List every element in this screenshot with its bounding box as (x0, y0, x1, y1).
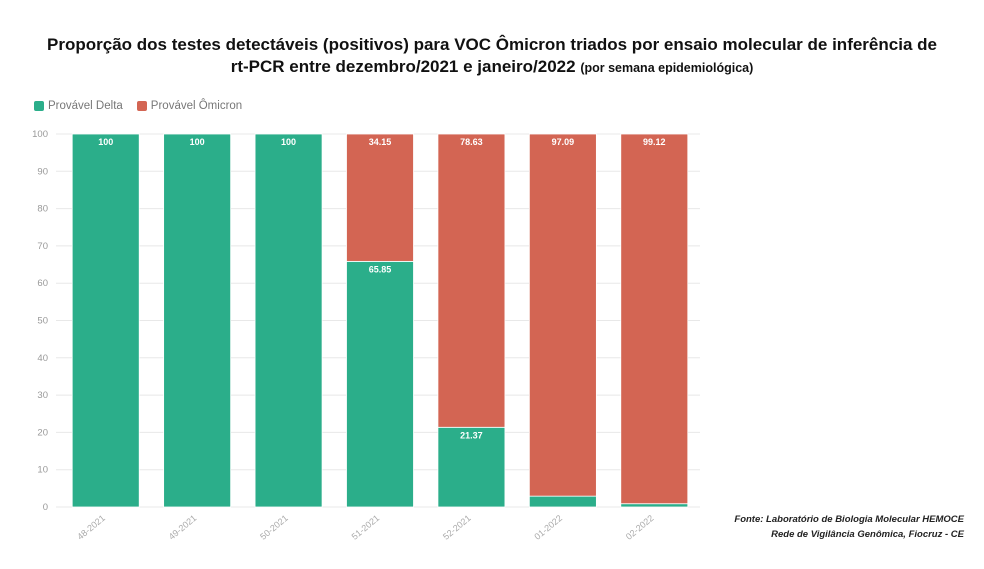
y-tick-label: 90 (37, 166, 48, 177)
source-line-1: Fonte: Laboratório de Biologia Molecular… (734, 514, 964, 525)
chart-title-sub: (por semana epidemiológica) (580, 61, 754, 75)
data-label: 99.12 (643, 137, 666, 147)
chart-title-main: Proporção dos testes detectáveis (positi… (47, 35, 937, 76)
y-tick-label: 80 (37, 204, 48, 215)
bar-delta-01-2022 (528, 495, 597, 508)
data-label: 65.85 (369, 264, 392, 274)
bar-omicron-02-2022 (620, 133, 689, 505)
data-label: 34.15 (369, 137, 392, 147)
x-tick-label: 49-2021 (167, 513, 199, 542)
y-tick-label: 60 (37, 278, 48, 289)
x-tick-label: 50-2021 (258, 513, 290, 542)
bar-delta-52-2021 (437, 426, 506, 508)
legend-label-omicron: Provável Ômicron (150, 100, 243, 112)
data-label: 100 (281, 137, 296, 147)
bar-delta-51-2021 (346, 260, 414, 508)
bar-omicron-52-2021 (437, 133, 506, 428)
y-tick-label: 0 (43, 502, 48, 513)
y-tick-label: 50 (37, 316, 48, 327)
x-tick-label: 51-2021 (350, 513, 382, 542)
chart-title: Proporção dos testes detectáveis (positi… (40, 34, 944, 79)
chart-legend: Provável Delta Provável Ômicron (34, 100, 242, 112)
legend-item-delta[interactable]: Provável Delta (34, 100, 123, 112)
legend-swatch-omicron (136, 101, 147, 111)
data-label: 100 (98, 137, 113, 147)
y-tick-label: 10 (37, 465, 48, 476)
bar-omicron-51-2021 (346, 133, 414, 262)
data-label: 100 (190, 137, 205, 147)
y-tick-label: 30 (37, 390, 48, 401)
y-tick-label: 40 (37, 353, 48, 364)
source-note: Fonte: Laboratório de Biologia Molecular… (690, 512, 964, 542)
bar-delta-50-2021 (254, 133, 323, 508)
bar-delta-49-2021 (163, 133, 232, 508)
legend-label-delta: Provável Delta (48, 100, 123, 112)
source-line-2: Rede de Vigilância Genômica, Fiocruz - C… (771, 529, 964, 540)
x-tick-label: 01-2022 (532, 513, 564, 542)
x-tick-label: 52-2021 (441, 513, 473, 542)
data-label: 21.37 (460, 430, 483, 440)
x-tick-label: 02-2022 (624, 513, 656, 542)
legend-item-omicron[interactable]: Provável Ômicron (136, 100, 243, 112)
bar-delta-48-2021 (71, 133, 140, 508)
bar-omicron-01-2022 (528, 133, 597, 497)
data-label: 78.63 (460, 137, 483, 147)
y-tick-label: 20 (37, 427, 48, 438)
y-tick-label: 100 (32, 129, 48, 140)
data-label: 97.09 (552, 137, 575, 147)
x-tick-label: 48-2021 (75, 513, 107, 542)
bar-delta-02-2022 (620, 503, 689, 508)
y-tick-label: 70 (37, 241, 48, 252)
legend-swatch-delta (34, 101, 44, 111)
